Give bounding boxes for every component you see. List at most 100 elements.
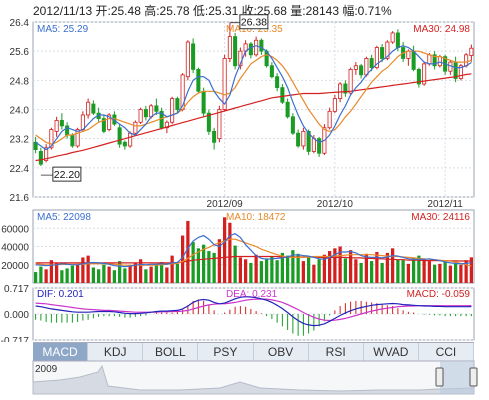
candle-body: [311, 138, 316, 152]
volume-bar: [117, 261, 122, 283]
volume-bar: [443, 262, 447, 283]
volume-bar: [201, 244, 206, 283]
candle-body: [117, 127, 122, 145]
volume-bar: [128, 265, 132, 283]
volume-bar: [165, 267, 169, 283]
volume-bar: [270, 256, 274, 283]
candle-body: [380, 47, 385, 59]
volume-bar: [249, 262, 253, 283]
candle-body: [343, 83, 348, 94]
candle-body: [133, 121, 138, 134]
volume-bar: [312, 264, 316, 283]
tab-psy[interactable]: PSY: [198, 343, 254, 361]
candle-body: [348, 68, 353, 94]
candle-body: [107, 114, 112, 130]
price-tick-label: 24.0: [10, 106, 30, 117]
volume-legend-0: MA5: 22098: [37, 212, 91, 223]
candle-body: [143, 109, 148, 118]
candle-body: [206, 112, 211, 132]
candle-body: [122, 141, 127, 147]
volume-bar: [233, 245, 237, 283]
volume-bar: [333, 248, 337, 283]
candle-body: [254, 39, 259, 56]
volume-bar: [469, 257, 474, 283]
min-price-flag-label: 22.20: [54, 169, 80, 181]
volume-bar: [191, 241, 195, 283]
price-tick-label: 25.6: [10, 47, 30, 58]
volume-bar: [180, 235, 185, 283]
candle-body: [364, 58, 369, 76]
volume-bar: [175, 263, 180, 283]
candle-body: [196, 68, 201, 92]
volume-bar: [390, 248, 395, 283]
volume-bar: [338, 246, 342, 283]
candle-body: [227, 36, 232, 59]
volume-legend-1: MA10: 18472: [226, 212, 286, 223]
candle-body: [359, 65, 364, 76]
volume-bar: [364, 253, 369, 283]
volume-bar: [254, 254, 258, 283]
candle-body: [285, 101, 290, 118]
volume-bar: [49, 260, 54, 283]
candle-body: [327, 110, 332, 129]
volume-bar: [275, 260, 279, 283]
tab-cci[interactable]: CCI: [419, 343, 474, 361]
candle-body: [275, 76, 280, 89]
price-tick-label: 24.8: [10, 76, 30, 87]
volume-bar: [207, 251, 211, 283]
candle-body: [86, 101, 91, 116]
price-tick-label: 21.6: [10, 193, 30, 204]
tab-macd[interactable]: MACD: [33, 343, 89, 361]
tab-obv[interactable]: OBV: [254, 343, 309, 361]
volume-bar: [65, 268, 69, 283]
candle-body: [80, 114, 85, 130]
volume-bar: [170, 255, 174, 283]
navigator-left-handle[interactable]: [435, 367, 444, 387]
price-tick-label: 23.2: [10, 135, 30, 146]
volume-bar: [448, 265, 453, 283]
candle-body: [296, 132, 301, 147]
candle-body: [353, 65, 358, 70]
volume-bar: [417, 255, 421, 283]
volume-bar: [75, 263, 80, 283]
volume-bar: [396, 259, 400, 283]
tab-wvad[interactable]: WVAD: [364, 343, 419, 361]
macd-tick-label: 0.000: [4, 310, 29, 321]
price-legend-2: MA30: 24.98: [413, 24, 470, 35]
indicator-tabs: MACD KDJ BOLL PSY OBV RSI WVAD CCI: [33, 342, 474, 362]
price-tick-label: 26.4: [10, 18, 30, 29]
macd-legend-2: MACD: -0.059: [407, 289, 471, 300]
volume-bar: [102, 264, 106, 283]
volume-bar: [123, 268, 127, 283]
volume-bar: [296, 253, 300, 283]
candle-body: [185, 41, 190, 78]
macd-tick-label: 0.717: [4, 284, 29, 295]
candle-body: [38, 151, 43, 165]
tab-boll[interactable]: BOLL: [143, 343, 199, 361]
candle-body: [301, 130, 306, 147]
volume-bar: [385, 252, 390, 283]
volume-ma5-line: [35, 233, 472, 268]
range-navigator[interactable]: 2009: [0, 360, 489, 400]
volume-bar: [107, 266, 111, 283]
navigator-right-handle[interactable]: [469, 367, 478, 387]
volume-bar: [81, 257, 85, 283]
candle-body: [411, 50, 416, 70]
volume-bar: [301, 261, 306, 283]
volume-bar: [438, 263, 442, 283]
stock-chart[interactable]: 26.4 25.6 24.8 24.0 23.2 22.4 21.6 2012/09 2012/…: [0, 0, 489, 342]
candle-body: [233, 36, 238, 67]
volume-bar: [33, 272, 38, 283]
volume-bar: [154, 264, 159, 283]
candle-body: [338, 83, 343, 99]
price-legend-0: MA5: 25.29: [37, 24, 89, 35]
volume-bar: [159, 262, 164, 283]
tab-kdj[interactable]: KDJ: [88, 343, 144, 361]
candle-body: [390, 32, 395, 43]
volume-bar: [459, 264, 463, 283]
tab-rsi[interactable]: RSI: [309, 343, 364, 361]
volume-bar: [54, 262, 59, 283]
volume-bar: [70, 265, 75, 283]
volume-bar: [86, 255, 90, 283]
volume-bar: [432, 264, 437, 283]
